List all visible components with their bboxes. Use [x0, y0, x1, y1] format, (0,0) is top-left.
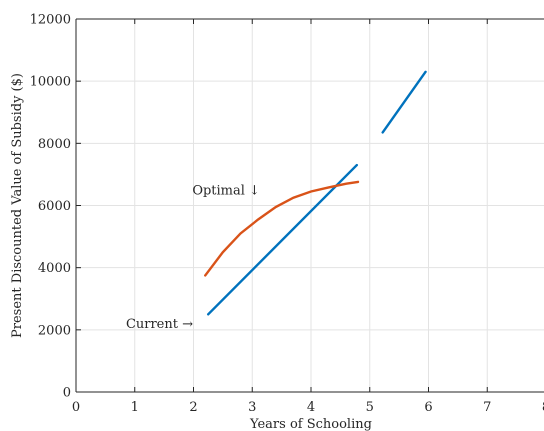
x-tick-label: 8	[542, 400, 544, 415]
x-tick-label: 4	[307, 400, 315, 415]
y-tick-label: 2000	[38, 323, 71, 338]
y-tick-label: 8000	[38, 137, 71, 152]
grid	[76, 18, 544, 392]
y-tick-label: 10000	[30, 75, 71, 90]
x-tick-label: 5	[366, 400, 374, 415]
series-layer	[204, 70, 427, 316]
y-tick-label: 4000	[38, 261, 71, 276]
series-optimal-segment-1	[204, 180, 360, 277]
x-tick-label: 1	[131, 400, 139, 415]
x-tick-label: 0	[72, 400, 80, 415]
series-current-segment-2	[381, 70, 427, 134]
annotation-optimal: Optimal ↓	[192, 183, 260, 198]
x-axis-label: Years of Schooling	[249, 417, 372, 431]
x-tick-label: 3	[248, 400, 256, 415]
y-tick-label: 12000	[30, 13, 71, 28]
axes	[75, 18, 544, 393]
series-current-segment-1	[206, 163, 359, 316]
y-tick-label: 6000	[38, 199, 71, 214]
x-tick-label: 7	[483, 400, 491, 415]
tick-labels: 0 1 2 3 4 5 6 7 8 0 2000 4000 6000 8000 10000 12000	[30, 13, 544, 416]
annotation-current: Current →	[126, 317, 193, 332]
y-axis-label: Present Discounted Value of Subsidy ($)	[10, 73, 25, 338]
x-tick-label: 6	[424, 400, 432, 415]
y-tick-label: 0	[63, 386, 71, 401]
x-tick-label: 2	[189, 400, 197, 415]
annotations: Optimal ↓ Current →	[126, 183, 260, 332]
